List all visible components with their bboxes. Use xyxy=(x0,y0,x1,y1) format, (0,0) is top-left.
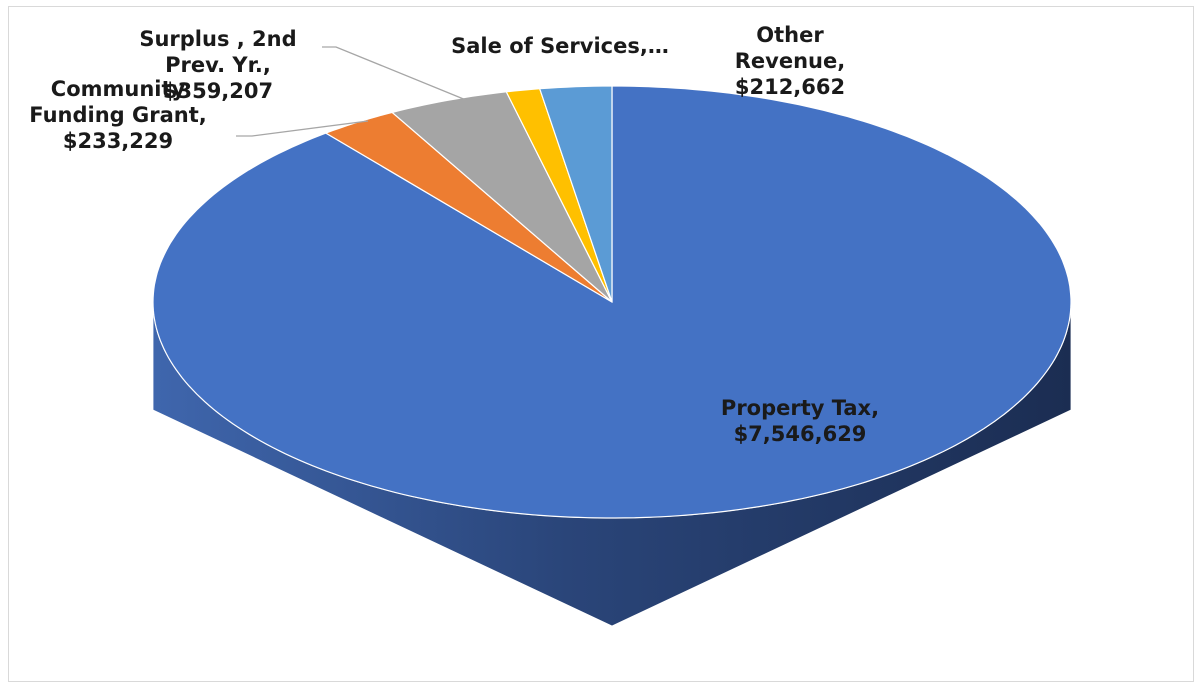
data-label: Community Funding Grant, $233,229 xyxy=(8,76,228,154)
value-label: $359,207 xyxy=(162,79,274,103)
category-name: Property Tax, xyxy=(720,396,880,420)
data-label: Sale of Services,… xyxy=(410,33,710,59)
value-label: $233,229 xyxy=(62,129,174,153)
value-label: $7,546,629 xyxy=(733,422,867,446)
data-label: Other Revenue, $212,662 xyxy=(700,22,880,100)
data-label: Property Tax, $7,546,629 xyxy=(680,395,920,447)
category-name: Community Funding Grant, xyxy=(29,77,207,127)
slice xyxy=(390,91,613,303)
chart-frame xyxy=(8,6,1194,682)
category-name: Surplus , 2nd Prev. Yr., xyxy=(139,27,297,77)
leader-line xyxy=(236,120,369,137)
slice xyxy=(538,85,613,303)
value-label: $212,662 xyxy=(734,75,846,99)
category-name: Sale of Services,… xyxy=(451,34,669,58)
leader-line xyxy=(322,46,467,101)
category-name: Other Revenue, xyxy=(734,23,846,73)
data-label: Surplus , 2nd Prev. Yr., $359,207 xyxy=(113,26,323,104)
